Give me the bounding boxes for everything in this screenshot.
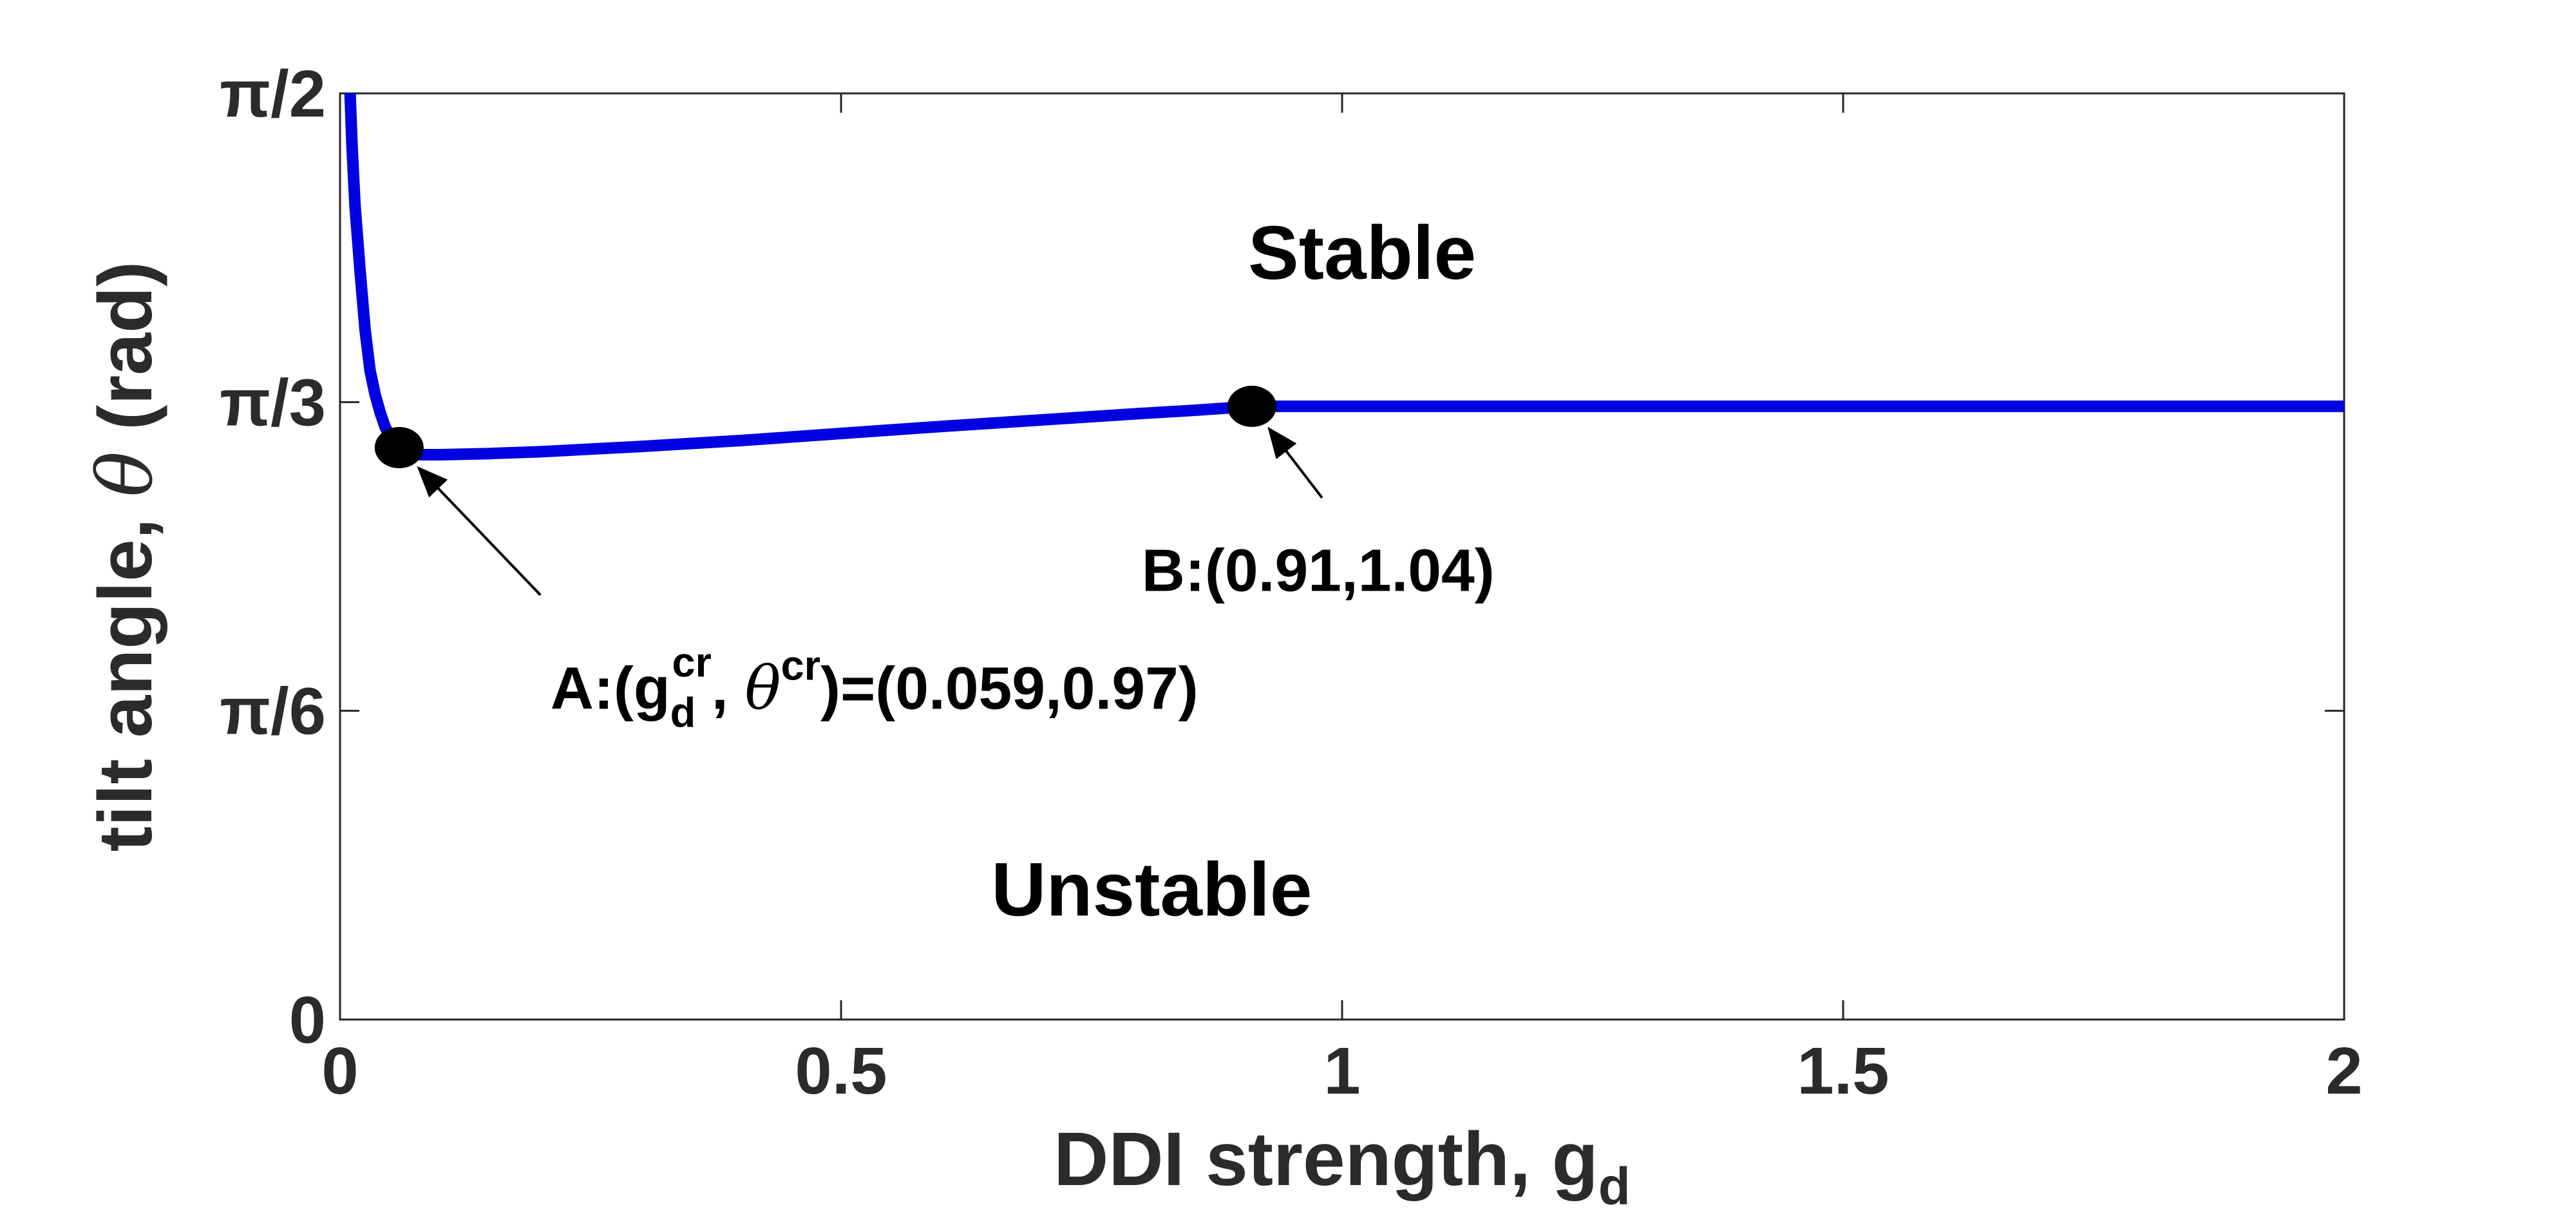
x-axis-title-sub: d [1598,1157,1631,1216]
annotation-a-arrow [417,466,542,596]
region-label-unstable: Unstable [991,848,1312,933]
x-tick-label: 0.5 [795,1034,887,1108]
y-axis-title-post: (rad) [83,261,168,451]
annotation-a-superscript: cr [672,638,711,685]
region-label-stable: Stable [1248,211,1476,296]
annotation-a-superscript-2: cr [781,641,820,688]
annotation-a-prefix: A:(g [551,654,670,721]
x-axis-title-main: DDI strength, g [1054,1117,1598,1202]
plot-area: 0 0.5 1 1.5 2 0 π/6 π/3 π/2 [220,57,2362,1108]
annotation-a-label: A:(gdcr, θcr)=(0.059,0.97) [551,638,1198,736]
y-axis-title: tilt angle, θ (rad) [80,261,169,852]
annotation-a-theta: θ [745,653,781,723]
annotation-a-suffix: )=(0.059,0.97) [820,654,1198,721]
point-a-marker [374,427,424,469]
annotation-b-label: B:(0.91,1.04) [1142,537,1495,603]
annotation-b-arrow [1267,426,1323,499]
x-tick-label: 0 [321,1034,358,1108]
x-tick-label: 1 [1323,1034,1360,1108]
y-tick-label: π/2 [220,57,326,131]
y-tick-label: π/6 [220,674,326,748]
annotation-a-mid: , [712,654,745,721]
point-b-marker [1227,385,1276,427]
y-axis-title-theta: θ [80,451,169,497]
y-tick-label: 0 [289,983,326,1057]
x-tick-label: 2 [2325,1034,2362,1108]
x-axis-title: DDI strength, gd [1054,1117,1631,1216]
y-tick-label: π/3 [220,365,326,439]
y-axis-title-pre: tilt angle, [83,497,168,852]
x-tick-label: 1.5 [1797,1034,1889,1108]
annotation-a-subscript: d [670,688,696,736]
